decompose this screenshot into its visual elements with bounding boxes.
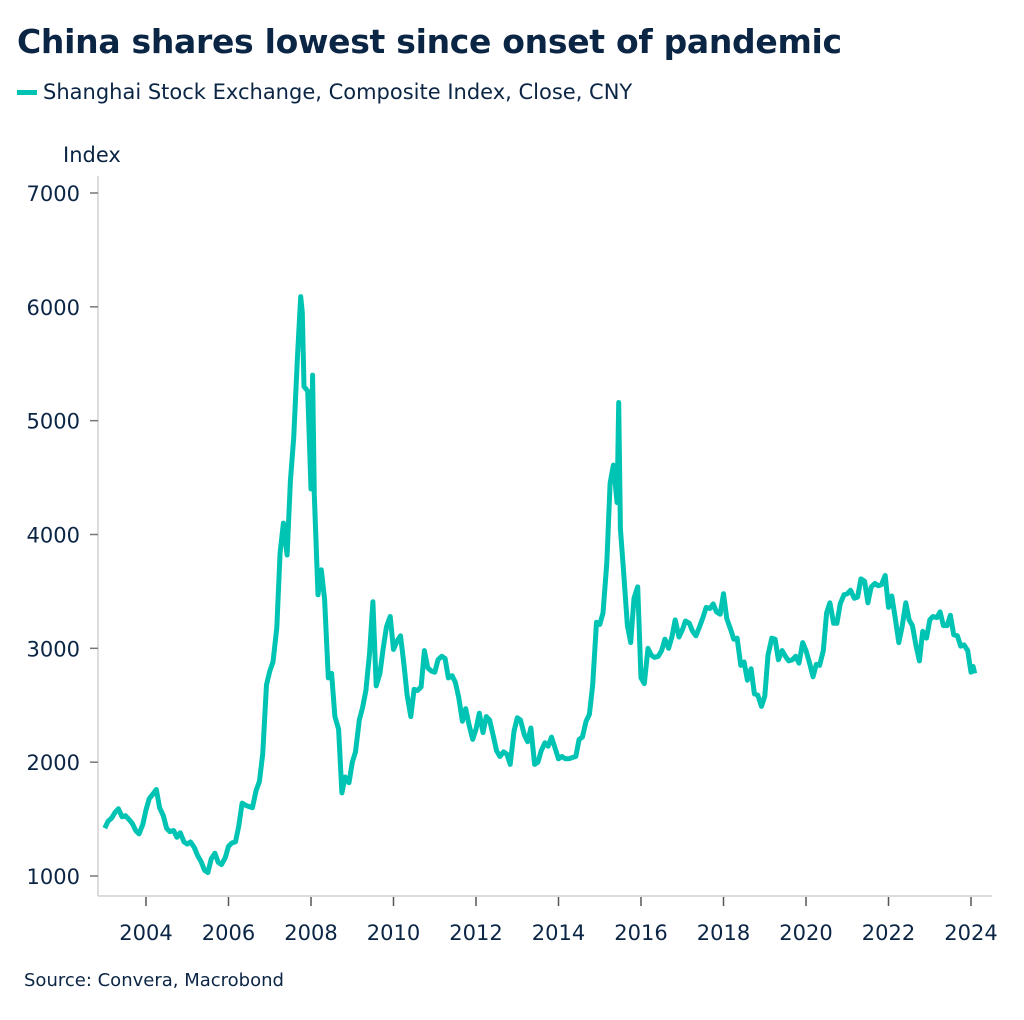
x-tick-label: 2004 bbox=[119, 921, 172, 945]
y-tick-label: 5000 bbox=[27, 410, 80, 434]
x-ticks: 2004 2006 2008 2010 2012 2014 2016 2018 2020 2022… bbox=[119, 897, 998, 945]
x-tick-label: 2018 bbox=[697, 921, 750, 945]
y-tick-label: 2000 bbox=[27, 751, 80, 775]
x-tick-label: 2012 bbox=[449, 921, 502, 945]
legend-swatch bbox=[17, 89, 37, 95]
series-layer bbox=[102, 294, 978, 876]
x-tick-label: 2024 bbox=[944, 921, 997, 945]
y-tick-label: 3000 bbox=[27, 637, 80, 661]
series-line bbox=[102, 294, 978, 876]
y-tick-label: 1000 bbox=[27, 865, 80, 889]
source-note: Source: Convera, Macrobond bbox=[24, 970, 284, 991]
legend-label: Shanghai Stock Exchange, Composite Index… bbox=[43, 80, 633, 104]
y-ticks: 1000 2000 3000 4000 5000 6000 7000 bbox=[27, 182, 98, 889]
x-tick-label: 2020 bbox=[779, 921, 832, 945]
y-tick-label: 6000 bbox=[27, 296, 80, 320]
x-tick-label: 2022 bbox=[862, 921, 915, 945]
y-axis-title: Index bbox=[63, 143, 121, 167]
y-tick-label: 7000 bbox=[27, 182, 80, 206]
x-tick-label: 2016 bbox=[614, 921, 667, 945]
x-tick-label: 2010 bbox=[367, 921, 420, 945]
y-tick-label: 4000 bbox=[27, 524, 80, 548]
chart-title: China shares lowest since onset of pande… bbox=[17, 22, 842, 61]
x-tick-label: 2008 bbox=[284, 921, 337, 945]
x-tick-label: 2006 bbox=[202, 921, 255, 945]
x-tick-label: 2014 bbox=[532, 921, 585, 945]
legend: Shanghai Stock Exchange, Composite Index… bbox=[17, 80, 632, 104]
